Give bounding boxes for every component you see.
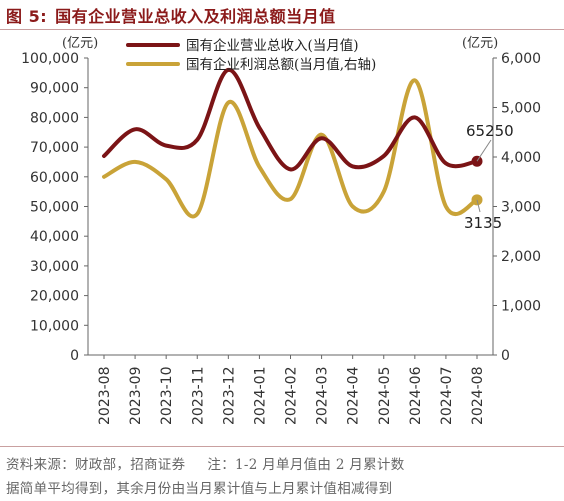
end-label-leader-0 [476,139,492,162]
end-label-1: 3135 [464,214,502,232]
figure-title-text: 国有企业营业总收入及利润总额当月值 [55,7,336,26]
left-tick-label: 20,000 [30,289,79,305]
left-tick-label: 40,000 [30,229,79,245]
left-axis-unit: (亿元) [62,36,98,51]
series-line-0 [102,67,479,172]
right-tick-label: 4,000 [501,150,541,166]
left-tick-label: 0 [70,348,79,364]
series-line-1 [102,78,479,219]
x-tick-label: 2024-03 [315,367,331,426]
x-tick-label: 2023-10 [159,367,175,426]
note-text-1: 注：1-2 月单月值由 2 月累计数 [207,457,405,473]
end-label-0: 65250 [466,122,514,140]
source-text: 资料来源：财政部，招商证券 [6,457,186,473]
source-note: 资料来源：财政部，招商证券 注：1-2 月单月值由 2 月累计数 据简单平均得到，… [0,446,564,501]
x-tick-label: 2023-09 [128,367,144,426]
left-tick-label: 60,000 [30,170,79,186]
x-tick-label: 2024-06 [408,366,424,425]
x-tick-label: 2024-08 [470,367,486,426]
right-tick-label: 5,000 [501,101,541,117]
x-tick-label: 2024-07 [439,367,455,426]
left-tick-label: 100,000 [21,51,79,67]
left-tick-label: 50,000 [30,200,79,216]
figure-title: 图 5: 国有企业营业总收入及利润总额当月值 [0,0,564,30]
left-tick-label: 10,000 [30,318,79,334]
x-tick-label: 2023-12 [221,367,237,426]
right-tick-label: 3,000 [501,200,541,216]
end-label-leader-1 [476,199,481,213]
figure-number: 图 5: [6,7,48,26]
x-tick-label: 2024-04 [346,366,362,425]
x-tick-label: 2023-08 [97,367,113,426]
legend-label-0: 国有企业营业总收入(当月值) [186,37,359,54]
x-tick-label: 2024-05 [377,367,393,426]
right-axis-unit: (亿元) [462,36,498,51]
right-tick-label: 0 [501,348,510,364]
legend-label-1: 国有企业利润总额(当月值,右轴) [186,56,376,73]
left-tick-label: 90,000 [30,81,79,97]
right-tick-label: 6,000 [501,51,541,67]
right-tick-label: 1,000 [501,299,541,315]
x-tick-label: 2024-01 [252,367,268,426]
right-tick-label: 2,000 [501,249,541,265]
x-tick-label: 2023-11 [190,367,206,426]
left-tick-label: 80,000 [30,110,79,126]
left-tick-label: 30,000 [30,259,79,275]
chart: 0 10,000 20,000 30,000 40,000 50,000 60,000 70,… [21,36,541,426]
note-text-2: 据简单平均得到，其余月份由当月累计值与上月累计值相减得到 [6,481,393,497]
x-tick-label: 2024-02 [284,367,300,426]
left-tick-label: 70,000 [30,140,79,156]
